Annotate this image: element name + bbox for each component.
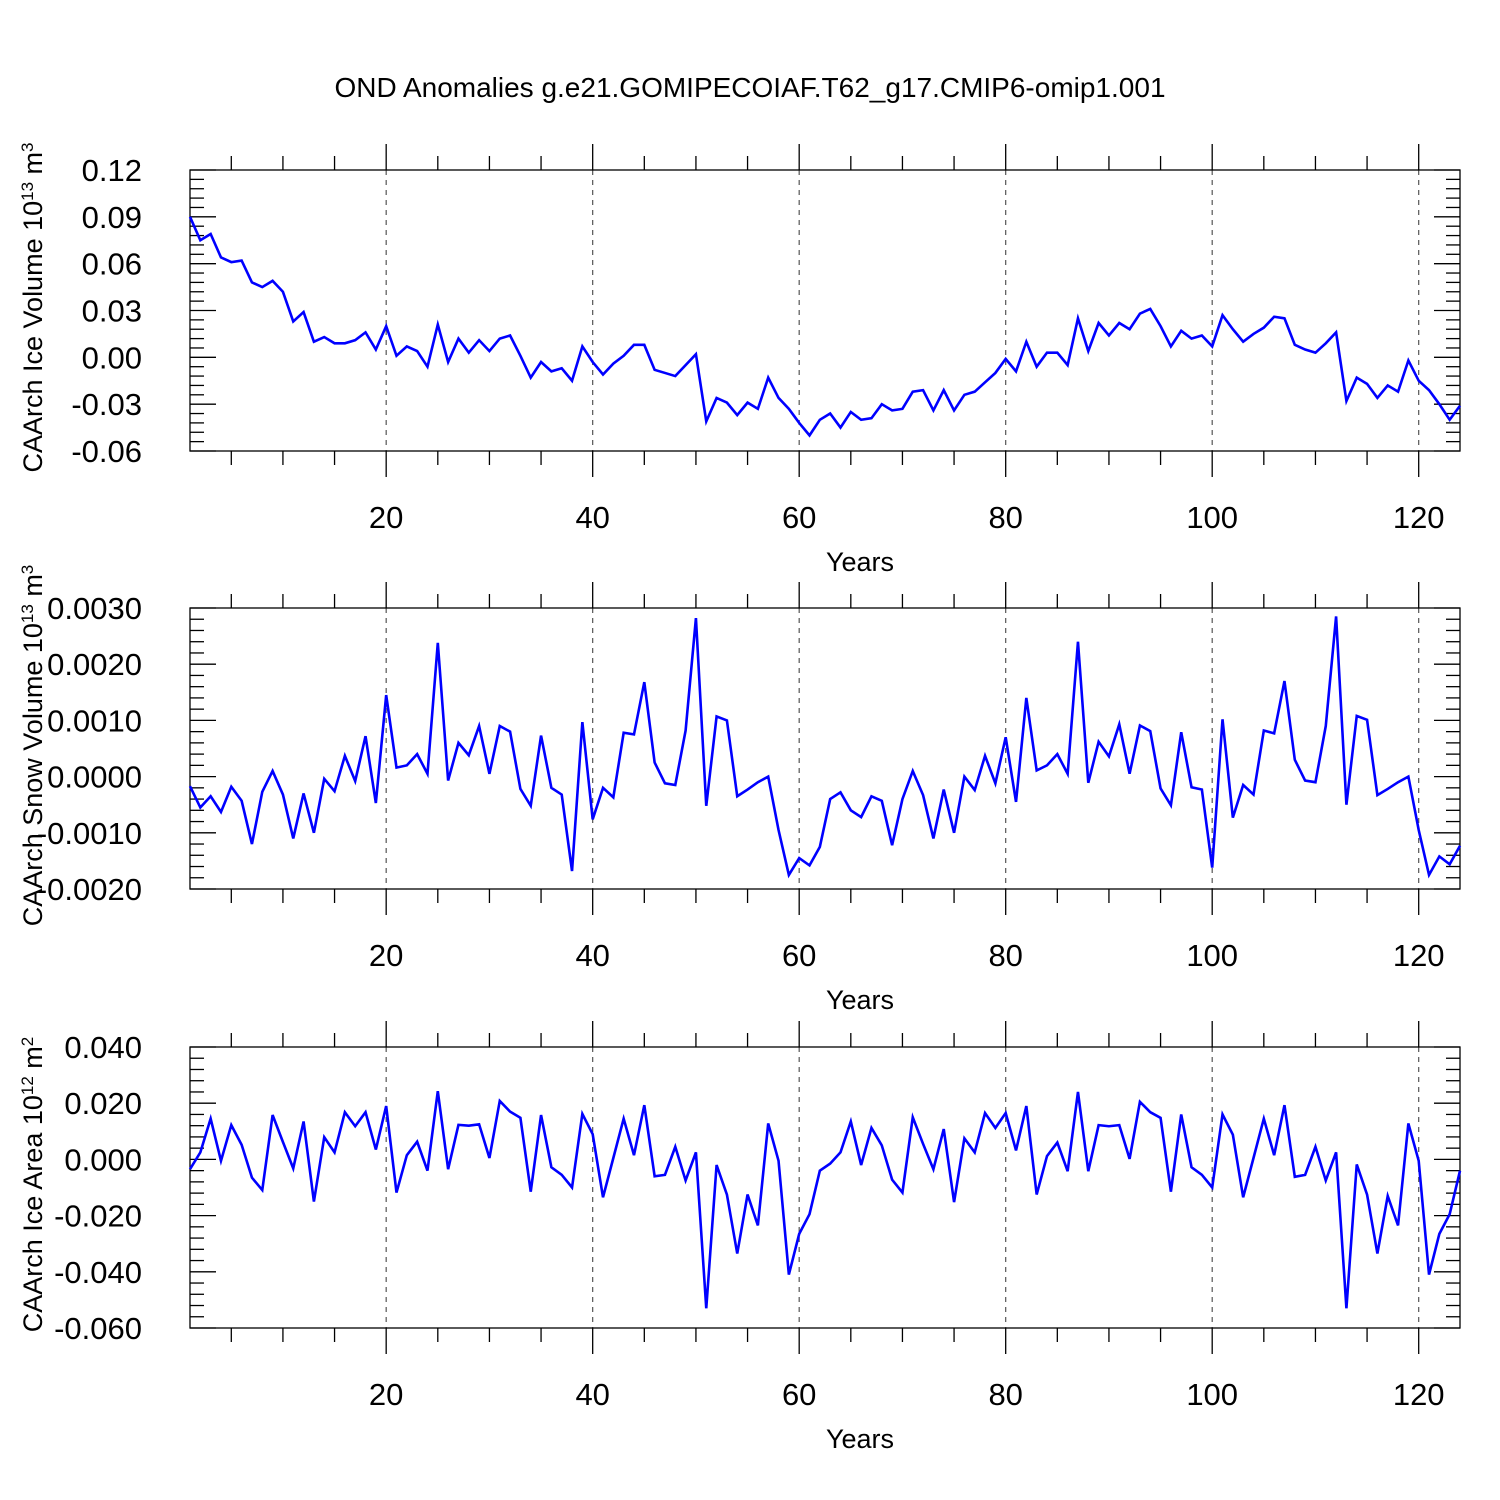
series-line [188, 616, 1462, 879]
x-tick-label: 80 [988, 1377, 1022, 1412]
x-tick-label: 80 [988, 938, 1022, 973]
y-axis-label: CAArch Ice Volume 1013 m3 [18, 142, 49, 472]
x-tick-label: 40 [575, 500, 609, 535]
y-tick-label: 0.06 [82, 247, 142, 282]
y-tick-label: -0.0010 [37, 816, 142, 851]
y-tick-label: 0.000 [64, 1142, 142, 1177]
panel-1: 20 40 60 80 100 120 Years -0.06 -0.03 0.00 0.03 0.0… [18, 142, 1462, 577]
figure-title: OND Anomalies g.e21.GOMIPECOIAF.T62_g17.… [334, 72, 1165, 103]
series-line [188, 1090, 1462, 1309]
plot-frame [189, 169, 1461, 452]
x-tick-label: 20 [369, 1377, 403, 1412]
x-tick-label: 20 [369, 938, 403, 973]
panels: 20 40 60 80 100 120 Years -0.06 -0.03 0.00 0.03 0.0… [18, 142, 1462, 1454]
y-tick-label: 0.0030 [47, 591, 142, 626]
y-tick-label: -0.060 [54, 1311, 142, 1346]
y-tick-label: -0.040 [54, 1255, 142, 1290]
y-tick-label: -0.020 [54, 1199, 142, 1234]
y-tick-label: 0.040 [64, 1030, 142, 1065]
panel-3: 20 40 60 80 100 120 Years -0.060 -0.040 -0.020 0.0… [18, 1021, 1462, 1454]
y-axis-label: CAArch Snow Volume 1013 m3 [18, 565, 49, 927]
y-tick-label: -0.0020 [37, 872, 142, 907]
series-line [188, 216, 1462, 438]
plot-frame [189, 607, 1461, 890]
x-axis-label: Years [826, 547, 894, 577]
y-tick-label: 0.03 [82, 294, 142, 329]
x-tick-label: 40 [575, 1377, 609, 1412]
x-tick-label: 20 [369, 500, 403, 535]
y-tick-label: -0.06 [71, 434, 142, 469]
x-tick-label: 120 [1393, 500, 1445, 535]
y-tick-label: 0.020 [64, 1086, 142, 1121]
x-tick-label: 100 [1186, 938, 1238, 973]
x-tick-label: 120 [1393, 1377, 1445, 1412]
y-tick-label: 0.09 [82, 200, 142, 235]
x-tick-label: 80 [988, 500, 1022, 535]
y-axis-label: CAArch Ice Area 1012 m2 [18, 1037, 49, 1333]
x-tick-label: 100 [1186, 1377, 1238, 1412]
y-tick-label: 0.0020 [47, 647, 142, 682]
y-tick-label: 0.0010 [47, 703, 142, 738]
x-tick-label: 60 [782, 500, 816, 535]
x-axis-label: Years [826, 985, 894, 1015]
x-tick-label: 100 [1186, 500, 1238, 535]
y-tick-label: 0.00 [82, 340, 142, 375]
x-tick-label: 60 [782, 1377, 816, 1412]
x-tick-label: 40 [575, 938, 609, 973]
panel-2: 20 40 60 80 100 120 Years -0.0020 -0.0010 0.0000 0… [18, 565, 1462, 1015]
y-tick-label: -0.03 [71, 387, 142, 422]
x-tick-label: 120 [1393, 938, 1445, 973]
plot-frame [189, 1046, 1461, 1329]
x-axis-label: Years [826, 1424, 894, 1454]
x-tick-label: 60 [782, 938, 816, 973]
y-tick-label: 0.0000 [47, 760, 142, 795]
y-tick-label: 0.12 [82, 153, 142, 188]
